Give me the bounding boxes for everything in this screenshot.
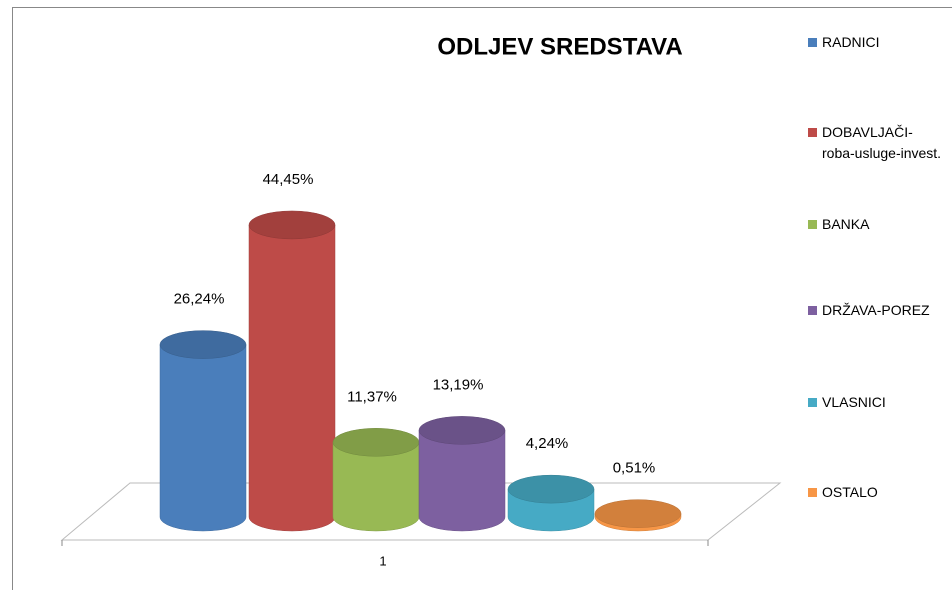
legend-item: BANKA: [808, 214, 943, 235]
cylinder-top: [507, 474, 595, 504]
legend-swatch: [808, 38, 817, 47]
legend-item: DOBAVLJAČI-roba-usluge-invest.: [808, 122, 943, 164]
legend-swatch: [808, 488, 817, 497]
legend-swatch: [808, 306, 817, 315]
value-label: 4,24%: [526, 435, 569, 452]
legend-swatch: [808, 398, 817, 407]
cylinder-body: [418, 430, 506, 532]
cylinder-top: [248, 210, 336, 240]
legend-swatch: [808, 220, 817, 229]
legend-swatch: [808, 128, 817, 137]
cylinder: [507, 474, 595, 532]
cylinder: [418, 416, 506, 532]
value-label: 44,45%: [263, 171, 314, 188]
cylinder-top: [594, 499, 682, 528]
cylinder-body: [332, 442, 420, 532]
cylinder-body: [248, 224, 336, 532]
legend-item: DRŽAVA-POREZ: [808, 300, 943, 321]
cylinder-top: [418, 416, 506, 445]
legend-label: OSTALO: [822, 484, 878, 500]
value-label: 26,24%: [174, 291, 225, 308]
value-label: 0,51%: [613, 460, 656, 477]
cylinder: [248, 210, 336, 532]
legend-label: RADNICI: [822, 34, 880, 50]
cylinder: [159, 330, 247, 532]
cylinder: [332, 428, 420, 532]
cylinder: [594, 499, 682, 532]
legend-item: RADNICI: [808, 32, 943, 53]
cylinder-top: [332, 428, 420, 457]
chart-border: [12, 7, 952, 590]
legend-label: VLASNICI: [822, 394, 886, 410]
cylinder-body: [159, 344, 247, 532]
cylinder-top: [159, 330, 247, 359]
x-tick-label: 1: [379, 553, 386, 568]
floor: [60, 482, 782, 541]
legend-item: OSTALO: [808, 482, 943, 503]
legend-label: DOBAVLJAČI-roba-usluge-invest.: [822, 124, 942, 161]
chart-title: ODLJEV SREDSTAVA: [437, 33, 682, 60]
legend-label: DRŽAVA-POREZ: [822, 302, 930, 318]
legend-item: VLASNICI: [808, 392, 943, 413]
value-label: 13,19%: [433, 376, 484, 393]
value-label: 11,37%: [347, 388, 397, 405]
legend-label: BANKA: [822, 216, 870, 232]
